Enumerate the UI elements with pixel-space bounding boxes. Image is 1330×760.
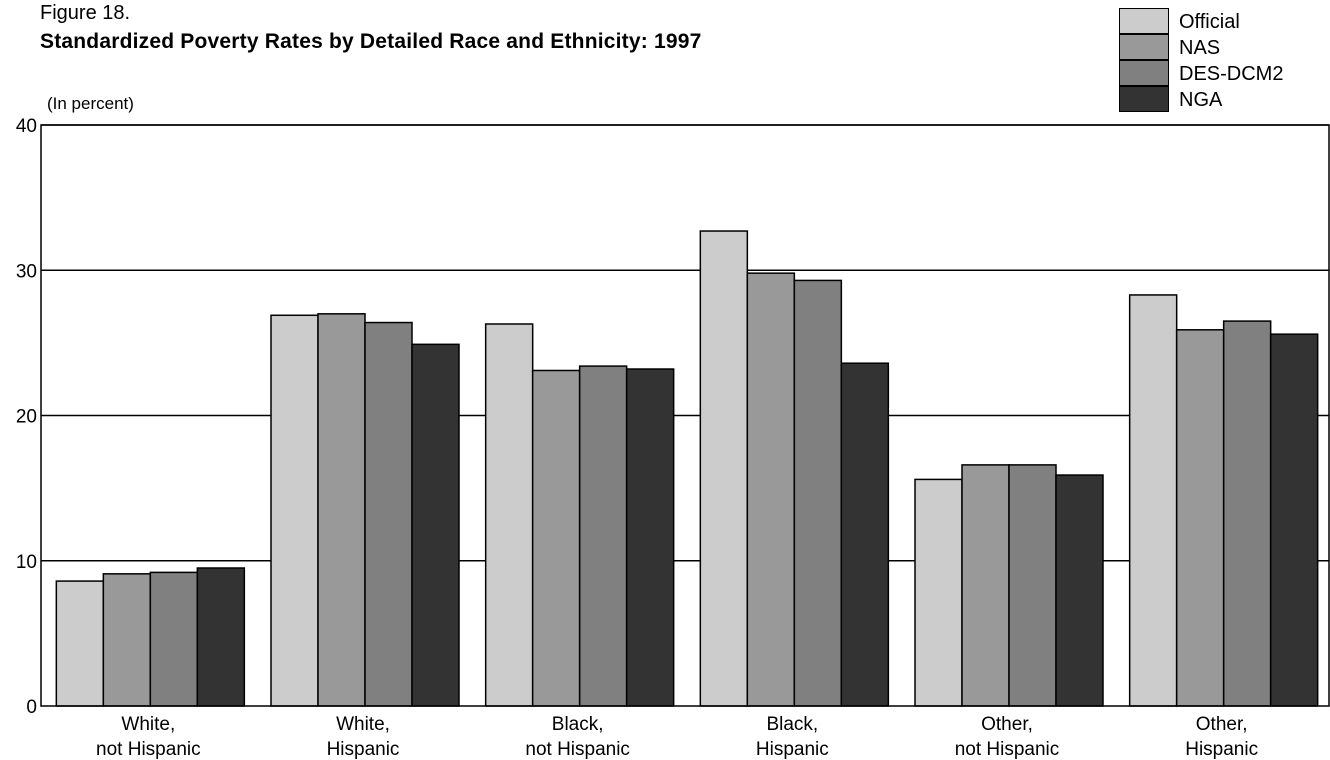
bar: [364, 321, 413, 707]
bar: [1222, 320, 1272, 707]
legend-swatch: [1119, 8, 1169, 34]
x-category-label: Black,: [766, 714, 818, 735]
y-tick-label: 40: [16, 116, 37, 137]
x-category-label: Hispanic: [1185, 739, 1258, 760]
bar: [1175, 329, 1225, 707]
bar: [840, 362, 890, 707]
x-category-label: Hispanic: [327, 739, 400, 760]
legend-label: NGA: [1179, 89, 1223, 111]
x-category-label: White,: [336, 714, 390, 735]
bar: [578, 365, 628, 707]
bar: [793, 279, 843, 707]
bar: [149, 571, 199, 707]
bar: [961, 464, 1010, 707]
bar: [1128, 294, 1178, 707]
x-category-label: Other,: [1196, 714, 1248, 735]
legend-label: NAS: [1179, 37, 1221, 59]
x-category-label: not Hispanic: [955, 739, 1060, 760]
x-category-label: not Hispanic: [96, 739, 201, 760]
bar: [1055, 474, 1104, 707]
bar: [746, 272, 796, 707]
bar: [1008, 464, 1057, 707]
legend-swatch: [1119, 34, 1169, 60]
figure-label: Figure 18.: [40, 2, 131, 24]
bar: [102, 573, 152, 707]
x-category-label: not Hispanic: [525, 739, 630, 760]
y-tick-label: 0: [26, 697, 37, 718]
bar: [531, 369, 581, 707]
x-category-label: Black,: [552, 714, 604, 735]
bar: [625, 368, 675, 707]
bar: [484, 323, 534, 707]
y-tick-label: 10: [16, 552, 37, 573]
bar: [411, 343, 460, 707]
bar: [914, 478, 963, 707]
x-category-label: White,: [121, 714, 175, 735]
plot-frame: [40, 124, 1330, 707]
bar: [55, 580, 105, 707]
legend-label: DES-DCM2: [1179, 63, 1284, 85]
y-tick-label: 30: [16, 261, 37, 282]
x-category-label: Hispanic: [756, 739, 829, 760]
y-tick-label: 20: [16, 407, 37, 428]
chart-title: Standardized Poverty Rates by Detailed R…: [40, 30, 702, 53]
bar: [196, 567, 246, 707]
legend-swatch: [1119, 60, 1169, 86]
legend-label: Official: [1179, 11, 1240, 33]
bar: [270, 314, 319, 707]
bar: [699, 230, 749, 707]
legend-swatch: [1119, 86, 1169, 112]
x-category-label: Other,: [981, 714, 1033, 735]
bar: [317, 313, 366, 707]
units-label: (In percent): [47, 94, 134, 113]
bar: [1269, 333, 1319, 707]
